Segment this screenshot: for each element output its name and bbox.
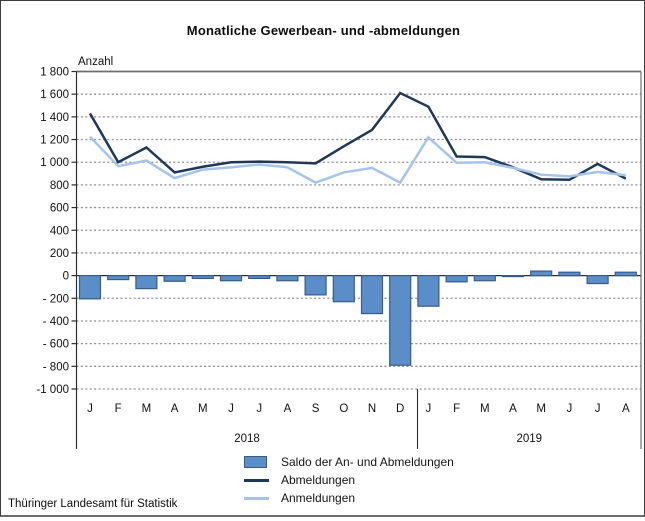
saldo-bar	[332, 275, 355, 303]
legend-item-abmeldungen: Abmeldungen	[244, 473, 454, 487]
y-tick-label: - 800	[43, 361, 69, 373]
y-tick-label: 1 800	[40, 67, 69, 79]
month-label: D	[396, 403, 404, 415]
saldo-bar	[248, 275, 271, 280]
y-tick-label: 1 400	[40, 112, 69, 124]
saldo-bar	[78, 275, 102, 300]
month-label: J	[256, 403, 262, 415]
saldo-bar	[417, 275, 440, 307]
legend-label-saldo: Saldo der An- und Abmeldungen	[281, 455, 454, 469]
month-label: S	[312, 403, 320, 415]
y-tick-label: 0	[63, 271, 69, 283]
year-label: 2019	[516, 433, 542, 445]
anmeldungen-line-swatch-icon	[244, 496, 269, 500]
y-tick-label: 600	[50, 203, 69, 215]
month-label: M	[536, 403, 546, 415]
saldo-bar-swatch-icon	[244, 456, 267, 468]
combo-chart: 1 800 1 600 1 400 1 200 1 000 800 600 400 200 0 - …	[36, 56, 642, 449]
month-label: M	[198, 403, 208, 415]
legend-label-anmeldungen: Anmeldungen	[281, 491, 356, 505]
source-attribution: Thüringer Landesamt für Statistik	[8, 498, 178, 510]
month-label: M	[142, 403, 152, 415]
month-label: F	[115, 403, 122, 415]
y-tick-label: 400	[50, 225, 69, 237]
month-label: N	[368, 403, 376, 415]
saldo-bar	[473, 275, 496, 282]
month-label: J	[87, 403, 93, 415]
saldo-bar	[163, 275, 186, 282]
month-label: J	[228, 403, 234, 415]
y-tick-label: -1 000	[36, 384, 69, 396]
y-tick-label: 200	[50, 248, 69, 260]
legend-item-anmeldungen: Anmeldungen	[244, 491, 454, 505]
legend: Saldo der An- und Abmeldungen Abmeldunge…	[244, 455, 454, 509]
saldo-bar	[586, 275, 609, 285]
y-tick-label: - 200	[43, 293, 69, 305]
month-label: M	[480, 403, 490, 415]
anmeldungen-line	[89, 135, 626, 185]
month-label: J	[595, 403, 601, 415]
abmeldungen-line	[88, 91, 627, 182]
saldo-bar	[360, 275, 384, 315]
saldo-bar	[191, 275, 214, 280]
abmeldungen-line-swatch-icon	[244, 478, 269, 482]
saldo-bar	[389, 275, 412, 366]
y-tick-label: - 600	[43, 339, 69, 351]
y-tick-label: 1 200	[40, 135, 69, 147]
y-tick-label: 1 600	[40, 89, 69, 101]
legend-item-saldo: Saldo der An- und Abmeldungen	[244, 455, 454, 469]
saldo-bar	[276, 275, 299, 282]
month-label: F	[453, 403, 460, 415]
month-label: J	[426, 403, 432, 415]
month-label: A	[284, 403, 292, 415]
saldo-bar	[107, 275, 130, 281]
month-label: J	[567, 403, 573, 415]
y-tick-label: 800	[50, 180, 69, 192]
legend-label-abmeldungen: Abmeldungen	[281, 473, 356, 487]
y-axis-title: Anzahl	[78, 56, 113, 68]
y-tick-label: - 400	[43, 316, 69, 328]
saldo-bar	[614, 271, 637, 277]
saldo-bar	[445, 275, 468, 283]
saldo-bar	[219, 275, 243, 282]
saldo-bar	[558, 271, 581, 277]
y-tick-label: 1 000	[40, 157, 69, 169]
month-label: A	[171, 403, 179, 415]
year-label: 2018	[234, 433, 260, 445]
chart-title: Monatliche Gewerbean- und -abmeldungen	[186, 23, 461, 38]
saldo-bar	[304, 275, 327, 296]
month-label: A	[509, 403, 517, 415]
month-label: O	[339, 403, 348, 415]
saldo-bar	[135, 275, 158, 290]
saldo-bar	[530, 270, 553, 277]
month-label: A	[622, 403, 630, 415]
saldo-bar	[501, 275, 525, 278]
